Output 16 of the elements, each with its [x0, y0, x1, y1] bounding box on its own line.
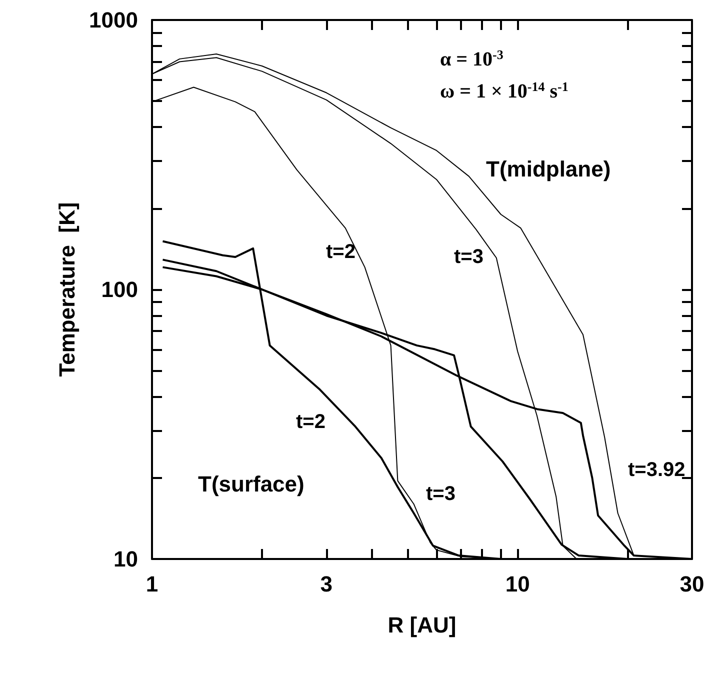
x-tick-label: 3 [320, 572, 333, 596]
annotation: t=3 [454, 246, 484, 268]
annotation: T(midplane) [486, 156, 611, 182]
y-tick-label: 10 [114, 546, 138, 572]
y-tick-label: 100 [101, 277, 138, 302]
x-axis-title: R [AU] [388, 612, 456, 638]
y-tick-label: 1000 [89, 8, 138, 32]
x-tick-label: 10 [505, 572, 530, 596]
annotation: t=3 [426, 483, 456, 505]
annotation: t=3.92 [628, 459, 686, 481]
annotation: T(surface) [198, 472, 304, 496]
x-tick-label: 1 [146, 572, 158, 596]
y-axis-title: Temperature [K] [54, 202, 80, 377]
annotation: t=2 [296, 411, 326, 433]
x-tick-label: 30 [680, 572, 704, 596]
annotation: t=2 [326, 241, 356, 263]
